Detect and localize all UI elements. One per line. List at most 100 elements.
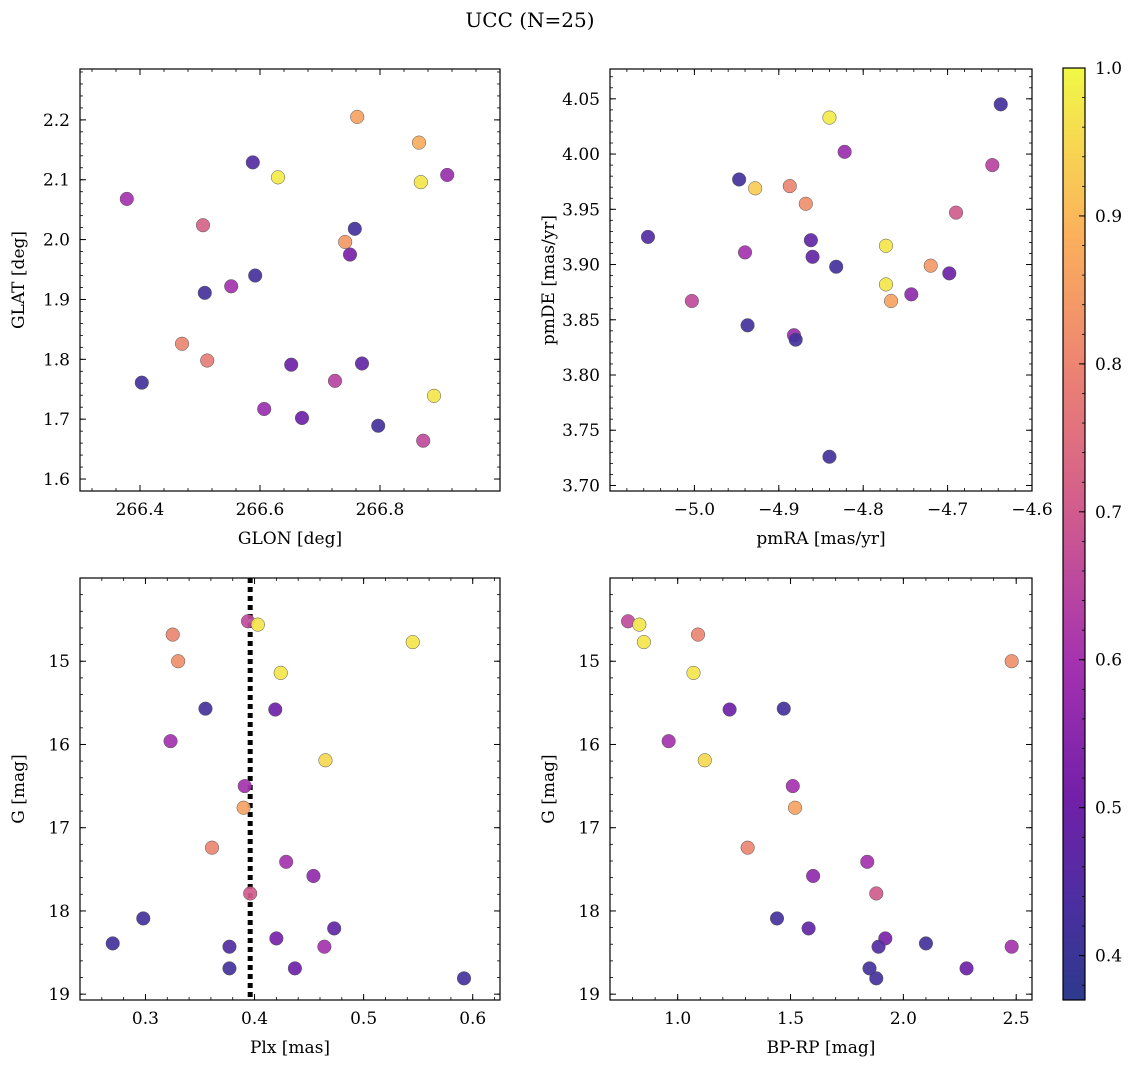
y-tick-label: 19 [578, 985, 600, 1005]
y-axis-label: G [mag] [9, 754, 29, 823]
data-point [456, 971, 472, 986]
data-point [871, 939, 886, 954]
data-point [801, 921, 816, 936]
data-point [243, 886, 258, 901]
data-point [1004, 939, 1019, 954]
y-tick-label: 1.8 [43, 350, 70, 370]
data-point [878, 277, 894, 292]
data-point [787, 800, 803, 815]
y-tick-label: 1.6 [43, 470, 70, 490]
colorbar-gradient [1062, 67, 1086, 1001]
y-tick-label: 3.95 [562, 200, 600, 220]
data-point [279, 854, 294, 869]
data-point [269, 931, 284, 946]
y-tick-label: 15 [578, 652, 600, 672]
y-tick-label: 1.9 [43, 290, 70, 310]
scatter-panel-1: 266.4 266.6 266.8 1.6 1.7 1.8 1.9 2.0 2.1 2.2 GLON… [9, 68, 501, 549]
data-point [165, 627, 180, 642]
data-point [884, 293, 899, 309]
data-point [416, 433, 431, 448]
data-point [640, 229, 656, 244]
y-axis-label: G [mag] [539, 754, 559, 823]
data-point [306, 868, 321, 884]
data-point [204, 840, 220, 855]
axes-frame [79, 577, 501, 1001]
data-point [270, 170, 286, 185]
colorbar-tick-label: 0.9 [1095, 207, 1122, 227]
y-tick-label: 3.85 [562, 311, 600, 331]
x-tick-label: 0.4 [241, 1009, 268, 1029]
data-point [171, 654, 186, 669]
data-point [923, 258, 938, 273]
y-tick-label: 17 [48, 819, 70, 839]
data-point [318, 753, 333, 768]
data-point [174, 336, 190, 351]
colorbar-tick-label: 0.7 [1095, 503, 1122, 523]
data-point [222, 939, 237, 954]
x-axis-label: GLON [deg] [238, 529, 342, 549]
data-point [740, 318, 755, 333]
data-point [257, 401, 272, 417]
scatter-panel-4: 1.0 1.5 2.0 2.5 15 16 17 18 19 BP-RP [mag] G [mag] [539, 577, 1033, 1058]
x-tick-label: −4.6 [1011, 500, 1052, 520]
x-tick-label: 0.3 [132, 1009, 159, 1029]
data-point [661, 734, 676, 749]
axes-frame [609, 68, 1033, 492]
data-point [803, 233, 818, 248]
data-point [948, 205, 964, 220]
data-point [237, 779, 252, 794]
data-point [822, 449, 837, 464]
y-tick-label: 16 [48, 735, 70, 755]
data-point [105, 936, 120, 951]
scatter-panel-3: 0.3 0.4 0.5 0.6 15 16 17 18 19 Plx [mas] G [mag] [9, 577, 501, 1058]
x-tick-label: −5.0 [674, 500, 715, 520]
data-point [822, 110, 837, 125]
y-tick-label: 16 [578, 735, 600, 755]
data-point [350, 109, 365, 124]
y-tick-label: 18 [48, 902, 70, 922]
axes-frame [609, 577, 1033, 1001]
x-tick-label: 266.8 [356, 500, 405, 520]
y-axis-label: pmDE [mas/yr] [539, 215, 559, 345]
data-point [317, 939, 332, 954]
data-point [354, 356, 370, 371]
data-point [294, 410, 310, 426]
axes-frame [79, 68, 501, 492]
y-axis-label: GLAT [deg] [9, 231, 29, 329]
x-tick-label: 2.5 [1003, 1009, 1030, 1029]
x-tick-label: 1.5 [777, 1009, 804, 1029]
data-point [636, 635, 651, 650]
data-point [690, 627, 706, 642]
y-tick-label: 3.75 [562, 421, 600, 441]
x-tick-label: −4.9 [758, 500, 799, 520]
data-point [806, 868, 821, 884]
y-tick-label: 18 [578, 902, 600, 922]
data-point [785, 779, 800, 794]
data-point [862, 961, 877, 976]
data-point [860, 854, 875, 869]
data-point [632, 617, 647, 632]
data-point [198, 701, 213, 716]
y-tick-label: 15 [48, 652, 70, 672]
colorbar: 0.4 0.5 0.6 0.7 0.8 0.9 1.0 [1062, 59, 1122, 1001]
data-point [869, 971, 884, 986]
data-point [371, 418, 386, 433]
y-tick-label: 1.7 [43, 410, 70, 430]
data-point [440, 167, 455, 182]
data-point [878, 238, 894, 253]
data-point [136, 911, 151, 926]
data-point [869, 886, 884, 901]
y-tick-label: 4.05 [562, 90, 600, 110]
data-point [250, 617, 265, 632]
data-point [904, 287, 919, 302]
data-point [837, 144, 852, 159]
data-point [740, 840, 755, 855]
data-point [248, 268, 263, 283]
data-point [829, 259, 844, 274]
data-point [732, 172, 747, 187]
y-tick-label: 3.80 [562, 366, 600, 386]
x-tick-label: 266.6 [236, 500, 285, 520]
data-point [236, 800, 251, 815]
data-point [782, 179, 797, 194]
